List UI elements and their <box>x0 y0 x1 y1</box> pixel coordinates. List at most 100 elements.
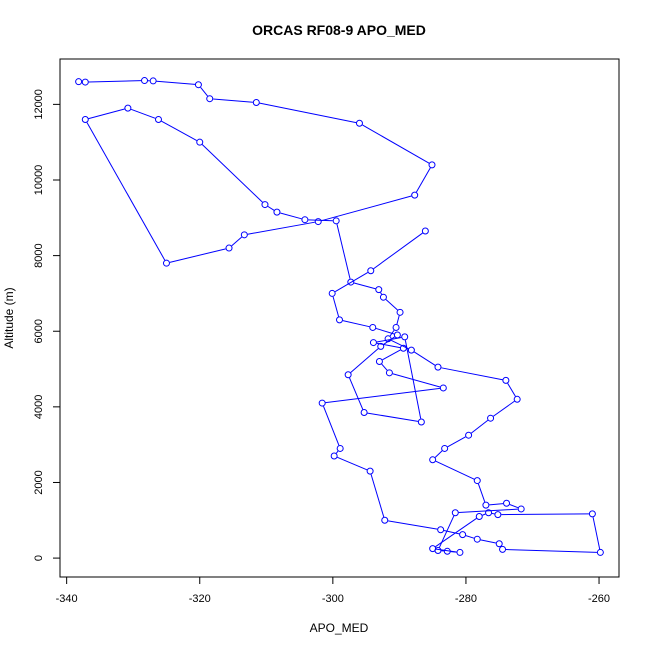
chart-title: ORCAS RF08-9 APO_MED <box>252 22 426 38</box>
series-segment <box>334 272 369 293</box>
data-point <box>428 161 436 169</box>
data-point <box>451 509 459 517</box>
series-segment <box>507 383 516 397</box>
data-point <box>379 293 387 301</box>
series-segment <box>130 108 156 119</box>
data-point <box>301 216 309 224</box>
data-point <box>330 452 338 460</box>
series-segment <box>382 349 401 361</box>
data-point <box>273 208 281 216</box>
data-point <box>81 115 89 123</box>
data-point <box>314 218 322 226</box>
series-segment <box>335 450 339 454</box>
data-point <box>517 505 525 513</box>
series-segment <box>413 351 436 366</box>
data-point <box>367 267 375 275</box>
data-point <box>494 511 502 519</box>
data-point <box>141 77 149 85</box>
data-point <box>318 399 326 407</box>
data-point <box>443 547 451 555</box>
x-axis-label: APO_MED <box>310 621 369 635</box>
data-point <box>429 545 437 553</box>
data-point <box>124 104 132 112</box>
series-segment <box>435 460 475 480</box>
series-segment <box>213 98 253 103</box>
series-segment <box>491 512 495 515</box>
data-point <box>437 526 445 534</box>
data-point <box>75 78 83 86</box>
data-point <box>375 286 383 294</box>
data-point <box>407 346 415 354</box>
series-segment <box>477 483 486 503</box>
series-segment <box>280 212 302 220</box>
series-segment <box>161 120 198 141</box>
series-segment <box>470 419 489 434</box>
series-segment <box>325 387 441 404</box>
data-point <box>401 333 409 341</box>
series-segment <box>434 450 443 458</box>
data-point <box>396 308 404 316</box>
data-point <box>495 540 503 548</box>
y-tick-label: 2000 <box>33 470 45 494</box>
y-tick-label: 0 <box>33 555 45 561</box>
series-segment <box>367 412 419 422</box>
series-segment <box>362 124 430 164</box>
data-point <box>441 444 449 452</box>
data-point <box>369 339 377 347</box>
data-point <box>434 363 442 371</box>
series-segment <box>376 342 401 349</box>
series-segment <box>321 195 412 222</box>
y-tick-label: 4000 <box>33 395 45 419</box>
series-segment <box>337 456 368 471</box>
series-segment <box>509 504 519 509</box>
series-segment <box>592 517 601 550</box>
series-segment <box>458 508 518 514</box>
data-point <box>473 477 481 485</box>
plot-frame <box>59 58 620 578</box>
data-point <box>336 444 344 452</box>
data-point <box>366 467 374 475</box>
data-point <box>194 81 202 89</box>
series-segment <box>169 248 226 263</box>
data-point <box>473 535 481 543</box>
data-point <box>513 395 521 403</box>
data-point <box>465 431 473 439</box>
series-segment <box>380 292 383 295</box>
series-segment <box>332 296 340 317</box>
data-point <box>417 418 425 426</box>
data-point <box>332 217 340 225</box>
data-point <box>421 227 429 235</box>
data-point <box>482 501 490 509</box>
y-tick-label: 12000 <box>33 89 45 120</box>
data-point <box>336 316 343 324</box>
series-segment <box>435 548 457 553</box>
series-segment <box>267 205 275 211</box>
series-segment <box>443 529 460 535</box>
data-point <box>328 289 336 297</box>
series-segment <box>200 87 208 97</box>
series-segment <box>385 299 398 311</box>
series-segment <box>501 513 589 516</box>
series-segment <box>353 282 376 290</box>
data-point <box>588 510 596 518</box>
series-segment <box>390 339 409 350</box>
data-point <box>503 499 511 507</box>
series-segment <box>231 236 243 247</box>
series-segment <box>435 518 477 548</box>
series-segment <box>489 503 504 506</box>
data-point <box>429 456 437 464</box>
series-segment <box>388 520 438 530</box>
y-tick-label: 6000 <box>33 319 45 343</box>
data-point <box>475 513 483 521</box>
series-segment <box>322 406 340 446</box>
data-point <box>162 259 170 267</box>
data-point <box>377 342 385 350</box>
series-segment <box>349 377 364 410</box>
y-axis: 0 2000 4000 6000 8000 10000 12000 <box>33 89 61 561</box>
series-segment <box>465 535 475 539</box>
series-segment <box>381 363 388 371</box>
data-point <box>347 278 355 286</box>
series-segment <box>415 167 431 193</box>
series-segment <box>247 221 315 235</box>
series-lines <box>86 80 601 553</box>
